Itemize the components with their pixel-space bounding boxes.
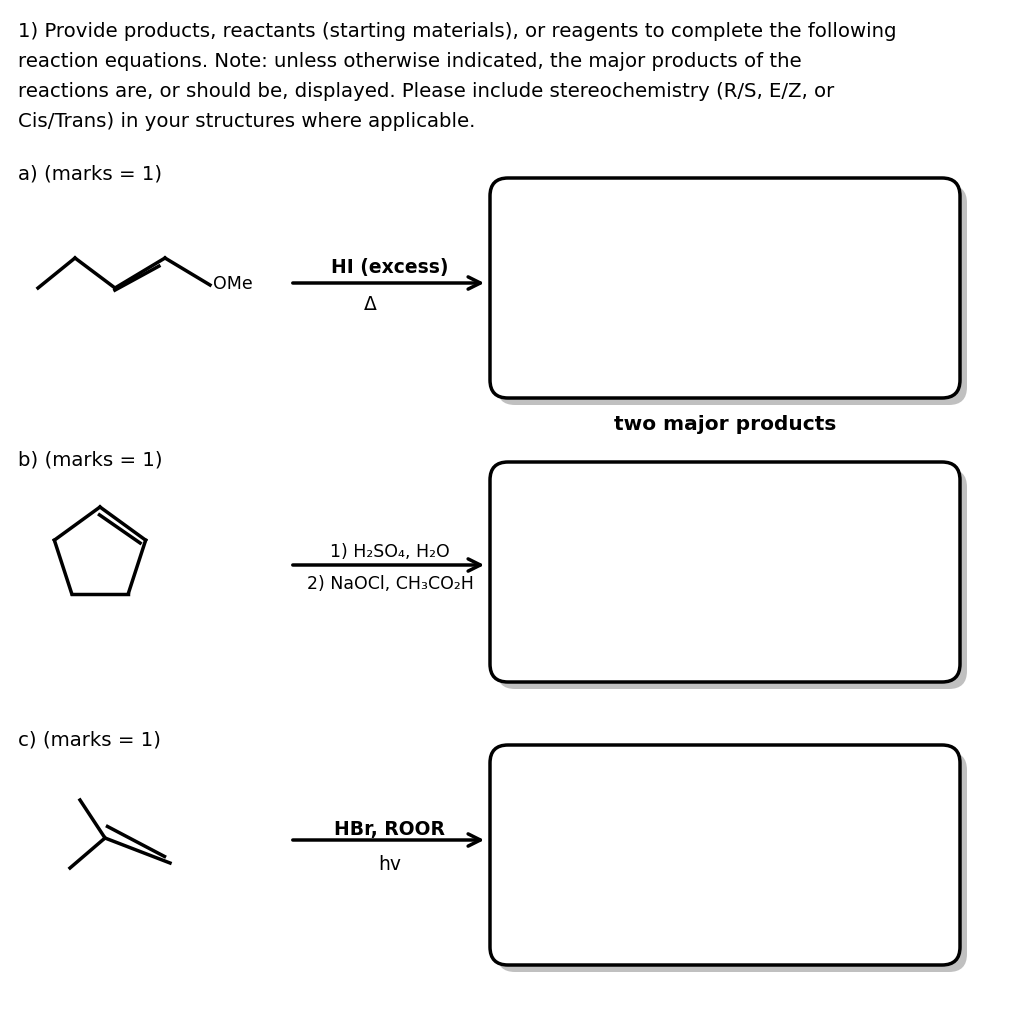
Text: reaction equations. Note: unless otherwise indicated, the major products of the: reaction equations. Note: unless otherwi… [18,52,802,71]
Text: 1) H₂SO₄, H₂O: 1) H₂SO₄, H₂O [330,543,449,561]
FancyBboxPatch shape [490,178,960,398]
Text: reactions are, or should be, displayed. Please include stereochemistry (R/S, E/Z: reactions are, or should be, displayed. … [18,82,834,101]
Text: two major products: two major products [614,415,836,434]
Text: OMe: OMe [213,275,252,293]
FancyBboxPatch shape [490,462,960,682]
Text: c) (marks = 1): c) (marks = 1) [18,730,161,749]
FancyBboxPatch shape [490,745,960,965]
FancyBboxPatch shape [497,752,967,972]
Text: 1) Provide products, reactants (starting materials), or reagents to complete the: 1) Provide products, reactants (starting… [18,22,897,41]
Text: 2) NaOCl, CH₃CO₂H: 2) NaOCl, CH₃CO₂H [307,575,474,593]
Text: Cis/Trans) in your structures where applicable.: Cis/Trans) in your structures where appl… [18,112,476,131]
Text: Δ: Δ [364,295,377,314]
Text: HI (excess): HI (excess) [331,258,448,278]
FancyBboxPatch shape [497,185,967,406]
Text: HBr, ROOR: HBr, ROOR [334,820,445,839]
Text: hv: hv [379,855,402,874]
Text: a) (marks = 1): a) (marks = 1) [18,165,163,184]
FancyBboxPatch shape [497,469,967,689]
Text: b) (marks = 1): b) (marks = 1) [18,450,163,469]
